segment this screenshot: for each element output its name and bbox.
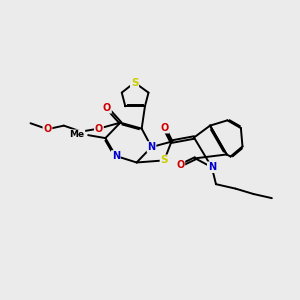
Text: S: S [160, 155, 168, 165]
Text: O: O [176, 160, 184, 170]
Text: N: N [147, 142, 155, 152]
Text: Me: Me [70, 130, 85, 139]
Text: N: N [112, 151, 120, 161]
Text: O: O [43, 124, 52, 134]
Text: O: O [95, 124, 103, 134]
Text: O: O [160, 123, 168, 133]
Text: S: S [131, 77, 138, 88]
Text: O: O [103, 103, 111, 113]
Text: N: N [208, 162, 216, 172]
